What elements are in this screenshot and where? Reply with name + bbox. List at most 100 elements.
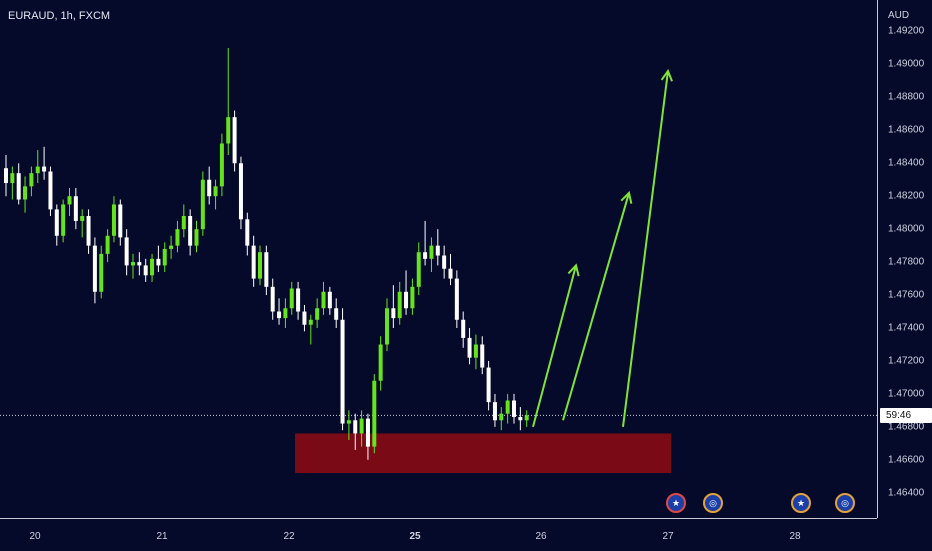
candle-body xyxy=(391,308,396,319)
candle-body xyxy=(505,400,510,414)
time-tick-label: 22 xyxy=(283,531,295,542)
australia-flag-icon[interactable]: ★ xyxy=(666,493,686,513)
candle-body xyxy=(512,400,516,417)
candle-body xyxy=(80,215,85,221)
price-tick-label: 1.48000 xyxy=(888,223,925,235)
chart-area[interactable]: EURAUD, 1h, FXCM xyxy=(0,0,877,518)
candle-body xyxy=(359,418,364,434)
price-tick-label: 1.47600 xyxy=(888,289,925,301)
support-zone xyxy=(295,433,671,473)
candle-body xyxy=(397,291,402,319)
candle-body xyxy=(48,171,53,210)
australia-flag-icon[interactable]: ★ xyxy=(791,493,811,513)
candle-body xyxy=(518,416,523,421)
candle-body xyxy=(251,245,256,279)
time-tick-label: 28 xyxy=(789,531,801,542)
price-tick-label: 1.48600 xyxy=(888,124,925,136)
candle-body xyxy=(99,253,104,292)
candle-countdown: 59:46 xyxy=(880,408,932,424)
candle-body xyxy=(448,268,453,279)
candle-body xyxy=(480,344,485,368)
candle-body xyxy=(327,291,332,309)
candle-body xyxy=(302,311,307,325)
candle-body xyxy=(226,117,231,144)
price-tick-label: 1.46400 xyxy=(888,487,925,499)
candle-body xyxy=(35,166,40,174)
price-tick-label: 1.48400 xyxy=(888,157,925,169)
candle-body xyxy=(86,215,91,246)
candle-body xyxy=(353,420,358,434)
candle-body xyxy=(423,252,428,259)
candle-body xyxy=(340,319,345,424)
candle-body xyxy=(372,380,377,447)
candle-body xyxy=(10,173,15,184)
candle-body xyxy=(499,413,504,421)
candle-body xyxy=(23,186,28,200)
globe-event-icon[interactable]: ◎ xyxy=(703,493,723,513)
candle-body xyxy=(321,291,326,309)
candle-body xyxy=(181,215,186,230)
candle-body xyxy=(200,179,205,230)
candle-body xyxy=(385,308,389,345)
price-tick-label: 1.48200 xyxy=(888,190,925,202)
candle-body xyxy=(124,237,129,266)
time-tick-label: 26 xyxy=(535,531,547,542)
candle-body xyxy=(4,168,8,184)
price-tick-label: 1.49000 xyxy=(888,58,925,70)
candle-body xyxy=(365,418,370,447)
projection-arrow xyxy=(622,70,669,427)
candle-body xyxy=(486,367,491,403)
candle-body xyxy=(213,186,218,197)
candle-body xyxy=(492,402,497,421)
candle-body xyxy=(156,258,161,266)
candle-body xyxy=(169,245,174,249)
candle-body xyxy=(264,252,269,287)
candle-body xyxy=(334,308,339,320)
candle-body xyxy=(207,179,212,197)
candle-body xyxy=(29,173,34,187)
candle-body xyxy=(42,166,47,172)
projection-arrow-head xyxy=(660,68,673,82)
price-tick-label: 1.46800 xyxy=(888,421,925,433)
candle-body xyxy=(111,204,116,236)
projection-arrow-head xyxy=(567,263,580,277)
candle-body xyxy=(416,252,421,287)
candle-body xyxy=(283,308,288,319)
candle-body xyxy=(270,286,275,312)
candle-body xyxy=(404,291,409,309)
candle-body xyxy=(473,344,478,358)
price-tick-label: 1.47800 xyxy=(888,256,925,268)
time-tick-label: 20 xyxy=(29,531,41,542)
candle-body xyxy=(277,311,282,319)
candle-body xyxy=(54,209,59,236)
candle-body xyxy=(461,319,466,338)
time-tick-label: 27 xyxy=(662,531,674,542)
price-tick-label: 1.49200 xyxy=(888,25,925,37)
candle-body xyxy=(315,308,320,320)
projection-arrow xyxy=(562,192,630,421)
candle-body xyxy=(194,229,199,246)
candle-body xyxy=(429,245,434,259)
symbol-title: EURAUD, 1h, FXCM xyxy=(8,10,111,22)
price-tick-label: 1.47200 xyxy=(888,355,925,367)
price-tick-label: 1.46600 xyxy=(888,454,925,466)
candle-body xyxy=(467,337,472,358)
projection-arrow-head xyxy=(620,190,633,204)
time-tick-label: 25 xyxy=(409,531,421,542)
candle-body xyxy=(442,255,447,269)
candle-body xyxy=(238,163,243,220)
globe-event-icon[interactable]: ◎ xyxy=(835,493,855,513)
candle-body xyxy=(143,265,148,276)
candle-body xyxy=(346,420,351,424)
candle-body xyxy=(61,204,66,236)
currency-label: AUD xyxy=(888,10,910,21)
candle-body xyxy=(188,215,193,246)
candle-body xyxy=(131,262,135,266)
candle-body xyxy=(92,245,97,292)
candle-body xyxy=(410,286,415,309)
price-axis[interactable]: AUD 1.49200 1.49000 1.48800 1.48600 1.48400 1… xyxy=(877,0,932,518)
candle-body xyxy=(105,235,110,254)
time-axis[interactable]: 20 21 22 25 26 27 28 xyxy=(0,518,877,551)
candle-body xyxy=(118,204,123,238)
time-tick-label: 21 xyxy=(156,531,168,542)
